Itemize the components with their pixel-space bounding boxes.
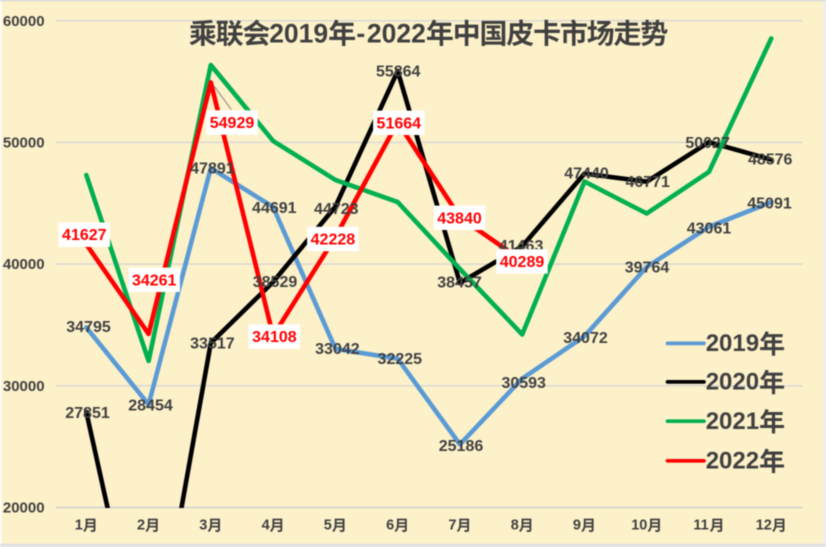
svg-text:32225: 32225 (378, 351, 423, 368)
svg-text:51664: 51664 (377, 115, 422, 132)
svg-text:30593: 30593 (501, 375, 546, 392)
svg-text:25186: 25186 (439, 438, 484, 455)
svg-text:48576: 48576 (748, 152, 793, 169)
svg-text:9: 9 (573, 518, 581, 534)
svg-text:2019: 2019 (269, 19, 328, 49)
svg-text:60000: 60000 (3, 13, 45, 30)
svg-text:44723: 44723 (314, 201, 359, 218)
svg-text:42228: 42228 (311, 232, 356, 249)
svg-text:2020: 2020 (706, 369, 759, 396)
svg-text:2022: 2022 (367, 19, 426, 49)
svg-text:47440: 47440 (564, 166, 609, 183)
svg-text:7: 7 (448, 518, 456, 534)
svg-text:28454: 28454 (128, 398, 173, 415)
svg-text:54929: 54929 (210, 115, 255, 132)
svg-text:27851: 27851 (65, 405, 110, 422)
svg-text:50027: 50027 (685, 135, 730, 152)
svg-text:34261: 34261 (132, 272, 177, 289)
svg-text:8: 8 (511, 518, 519, 534)
svg-text:20000: 20000 (3, 500, 45, 517)
svg-text:34072: 34072 (563, 330, 608, 347)
svg-text:6: 6 (386, 518, 394, 534)
svg-text:10: 10 (631, 518, 647, 534)
svg-text:43840: 43840 (437, 210, 482, 227)
svg-text:38457: 38457 (437, 275, 482, 292)
svg-text:2019: 2019 (706, 330, 759, 357)
svg-text:1: 1 (75, 518, 83, 534)
svg-text:33517: 33517 (190, 335, 235, 352)
svg-text:3: 3 (199, 518, 207, 534)
svg-text:-: - (356, 19, 365, 49)
svg-text:5: 5 (324, 518, 332, 534)
svg-text:2021: 2021 (706, 408, 759, 435)
svg-text:40289: 40289 (500, 254, 545, 271)
svg-text:2022: 2022 (706, 448, 759, 475)
svg-text:2: 2 (137, 518, 145, 534)
svg-text:44691: 44691 (252, 200, 297, 217)
svg-text:43061: 43061 (687, 221, 732, 238)
svg-text:33042: 33042 (315, 341, 360, 358)
svg-text:50000: 50000 (3, 135, 45, 152)
svg-text:39764: 39764 (625, 260, 670, 277)
svg-text:11: 11 (693, 518, 708, 534)
svg-text:55864: 55864 (376, 64, 421, 81)
svg-text:12: 12 (756, 518, 772, 534)
svg-text:45091: 45091 (747, 196, 792, 213)
svg-text:30000: 30000 (3, 378, 45, 395)
svg-text:34108: 34108 (252, 329, 297, 346)
svg-text:4: 4 (262, 518, 270, 534)
svg-text:38529: 38529 (253, 274, 298, 291)
svg-text:46771: 46771 (625, 174, 670, 191)
svg-text:34795: 34795 (66, 319, 111, 336)
svg-text:40000: 40000 (3, 256, 45, 273)
svg-text:47891: 47891 (190, 161, 235, 178)
svg-text:41627: 41627 (62, 227, 107, 244)
